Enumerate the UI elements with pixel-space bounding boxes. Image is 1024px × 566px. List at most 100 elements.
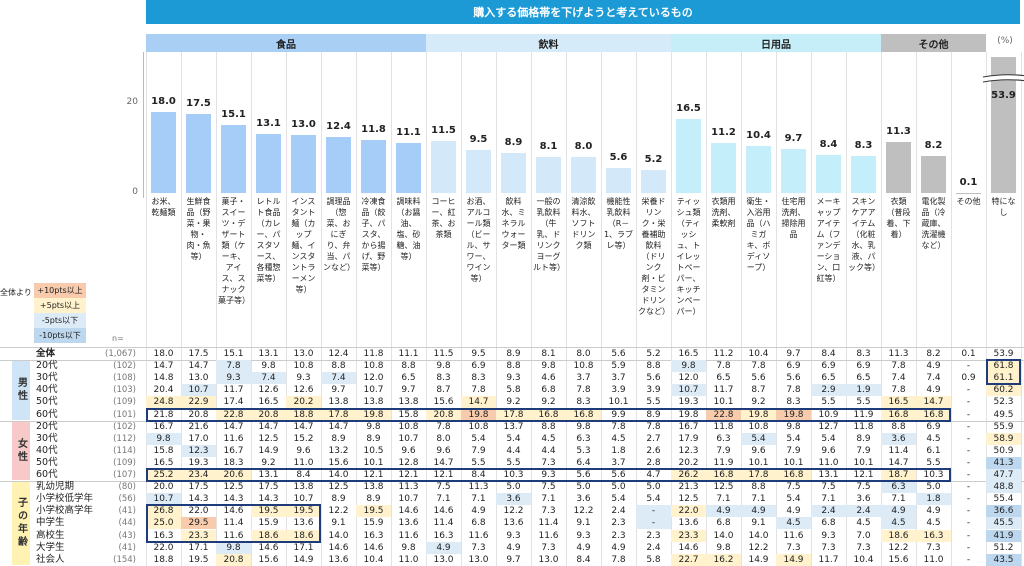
table-cell: 10.8 [748, 421, 769, 432]
table-cell: 10.5 [363, 445, 384, 456]
table-cell: 12.6 [293, 385, 314, 396]
table-cell: 20.4 [153, 385, 174, 396]
bar [536, 156, 561, 193]
table-cell: 21.3 [678, 482, 699, 493]
table-cell: 15.8 [153, 445, 174, 456]
row-label: 40代 [36, 384, 58, 396]
column-divider [811, 52, 812, 566]
table-cell: - [966, 494, 971, 505]
row-label: 40代 [36, 444, 58, 456]
bar-value-label: 11.5 [431, 125, 456, 137]
column-divider [741, 52, 742, 566]
table-cell: 10.7 [398, 433, 419, 444]
table-cell: 5.6 [576, 470, 591, 480]
table-cell: 14.9 [776, 553, 811, 566]
table-cell: 8.4 [576, 554, 591, 565]
bar-value-label: 8.3 [854, 139, 873, 151]
column-divider [951, 52, 952, 566]
table-cell: 12.1 [853, 470, 874, 480]
row-label: 大学生 [36, 541, 65, 553]
table-cell: 13.6 [503, 518, 524, 529]
bar-value-label: 18.0 [151, 96, 176, 107]
table-cell: 16.7 [678, 421, 699, 432]
table-cell: 3.7 [576, 373, 591, 384]
row-label: 50代 [36, 396, 58, 408]
table-cell: 11.6 [468, 530, 489, 541]
table-cell: 10.1 [783, 457, 804, 468]
bar [186, 114, 211, 193]
table-cell: 24.8 [146, 396, 181, 409]
table-cell: 10.9 [818, 409, 839, 420]
table-cell: 11.7 [713, 385, 734, 396]
highlight-box [146, 407, 951, 422]
table-cell: 50.9 [993, 445, 1014, 456]
table-cell: 10.8 [293, 361, 314, 372]
bar-value-label: 11.8 [361, 123, 386, 135]
column-divider [601, 52, 602, 566]
table-cell: - [966, 457, 971, 468]
table-cell: 5.9 [611, 361, 626, 372]
table-cell: 11.0 [818, 457, 839, 468]
table-cell: 9.8 [366, 421, 381, 432]
bar-value-label: 53.9 [991, 90, 1016, 101]
table-cell: 11.4 [433, 518, 454, 529]
group-header: その他 [881, 34, 986, 52]
column-divider [181, 52, 182, 566]
category-label: 調味料（お醤油、塩、砂糖、油等） [396, 197, 421, 261]
group-header: 食品 [146, 34, 426, 52]
row-n: (80) [118, 482, 136, 493]
table-cell: 16.3 [153, 530, 174, 541]
table-cell: 48.8 [986, 481, 1021, 494]
bar [711, 142, 736, 193]
table-cell: 4.5 [926, 433, 941, 444]
bar-value-label: 9.7 [784, 133, 803, 145]
table-cell: 22.0 [153, 542, 174, 553]
bar-value-label: 13.0 [291, 118, 316, 130]
table-cell: 4.9 [926, 385, 941, 396]
table-cell: 10.1 [853, 457, 874, 468]
table-cell: 15.6 [328, 457, 349, 468]
table-cell: 11.1 [398, 349, 419, 359]
table-cell: 45.5 [986, 517, 1021, 530]
table-cell: 5.4 [786, 433, 801, 444]
table-cell: 14.7 [916, 396, 951, 409]
table-cell: 19.8 [741, 408, 776, 421]
table-cell: 5.8 [506, 385, 521, 396]
table-cell: 7.3 [926, 542, 941, 553]
bar [676, 118, 701, 193]
bar-value-label: 16.5 [676, 102, 701, 114]
table-cell: 9.8 [146, 432, 181, 445]
column-divider [216, 52, 217, 566]
table-cell: 9.6 [751, 445, 766, 456]
row-n: (103) [113, 385, 136, 396]
table-cell: 11.6 [223, 433, 244, 444]
table-cell: 14.7 [888, 457, 909, 468]
bar-value-label: 15.1 [221, 109, 246, 121]
table-cell: 14.3 [223, 494, 244, 505]
table-cell: 11.0 [923, 554, 944, 565]
column-divider [496, 52, 497, 566]
table-cell: 9.8 [541, 361, 556, 372]
table-cell: 5.6 [751, 373, 766, 384]
table-cell: 6.5 [821, 373, 836, 384]
table-cell: 10.8 [398, 421, 419, 432]
table-cell: 9.8 [716, 542, 731, 553]
table-cell: 11.6 [538, 530, 559, 541]
table-cell: 5.4 [821, 433, 836, 444]
table-cell: 17.8 [321, 408, 356, 421]
table-cell: 19.3 [678, 397, 699, 408]
table-cell: 11.3 [398, 482, 419, 493]
table-cell: 15.1 [223, 349, 244, 359]
bar [851, 155, 876, 193]
table-cell: 20.2 [286, 396, 321, 409]
table-cell: 11.9 [853, 409, 874, 420]
table-cell: 19.8 [678, 409, 699, 420]
axis-break-icon [983, 74, 1024, 83]
table-cell: 12.8 [398, 457, 419, 468]
table-cell: 14.6 [398, 506, 419, 517]
row-label: 高校生 [36, 529, 65, 541]
row-label: 50代 [36, 456, 58, 468]
table-cell: 5.5 [646, 397, 661, 408]
row-n: (102) [113, 421, 136, 432]
table-cell: 6.9 [471, 361, 486, 372]
